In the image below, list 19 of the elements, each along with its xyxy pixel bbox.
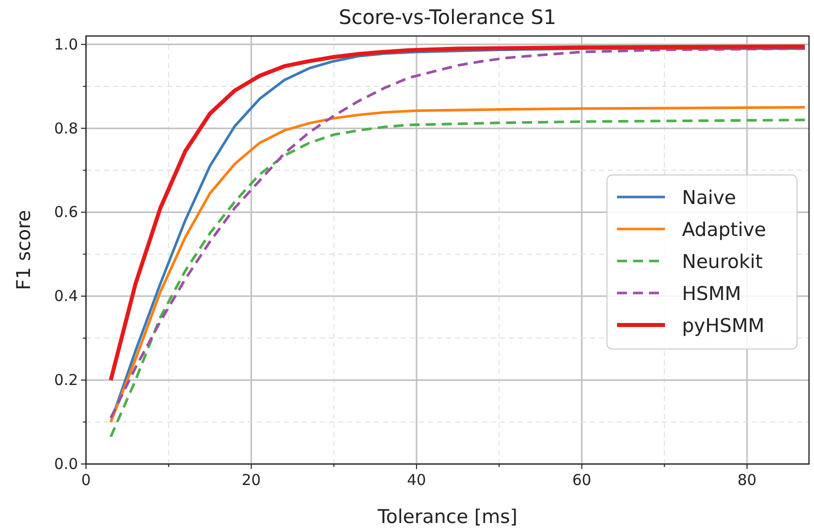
x-axis-title: Tolerance [ms] — [376, 506, 518, 528]
x-tick-label: 80 — [737, 471, 757, 489]
y-tick-label: 0.6 — [54, 203, 78, 222]
y-tick-label: 0.4 — [54, 287, 78, 306]
legend-label: Neurokit — [682, 251, 763, 273]
y-axis-title: F1 score — [13, 210, 35, 290]
legend-label: pyHSMM — [682, 315, 764, 337]
x-tick-label: 60 — [572, 471, 592, 489]
y-tick-label: 0.8 — [54, 119, 78, 138]
y-tick-label: 1.0 — [54, 35, 78, 54]
legend-label: Adaptive — [682, 219, 766, 241]
x-tick-label: 20 — [242, 471, 261, 489]
y-tick-label: 0.2 — [54, 371, 78, 390]
legend-label: HSMM — [682, 283, 742, 305]
chart-title: Score-vs-Tolerance S1 — [338, 5, 556, 29]
y-tick-label: 0.0 — [54, 455, 78, 473]
x-tick-label: 0 — [81, 471, 91, 489]
legend-label: Naive — [682, 187, 736, 209]
x-tick-label: 40 — [406, 471, 426, 489]
